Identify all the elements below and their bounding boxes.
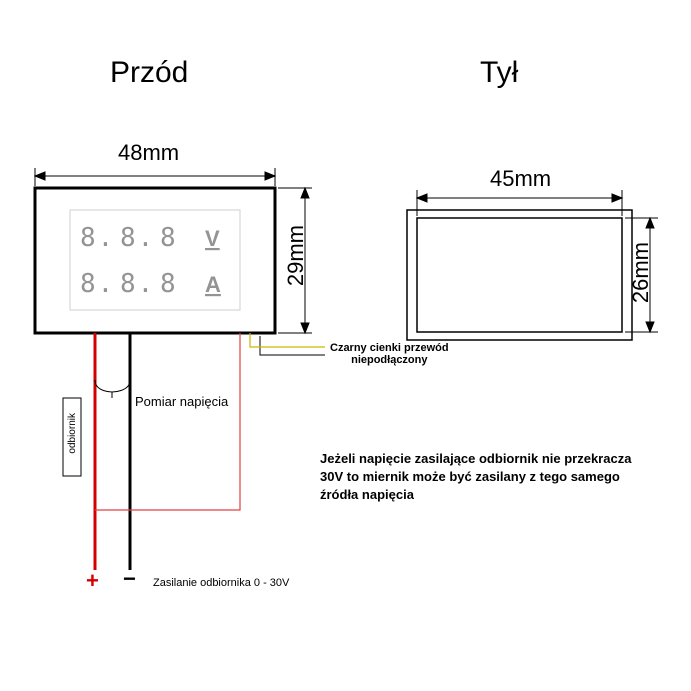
- note-l3: źródła napięcia: [320, 487, 414, 502]
- dim-front-height-label: 29mm: [283, 225, 309, 286]
- display-row-amps: 8. 8. 8 A: [80, 269, 221, 299]
- bracket-voltage-measure: [95, 380, 130, 398]
- label-receiver: odbiornik: [67, 413, 78, 454]
- svg-text:8.: 8.: [80, 223, 115, 253]
- wire-red-thin: [95, 333, 240, 510]
- display-row-volts: 8. 8. 8 V: [80, 223, 220, 253]
- note-l2: 30V to miernik może być zasilany z tego …: [320, 469, 620, 484]
- dim-back-width: [417, 190, 622, 216]
- back-inner: [417, 218, 622, 332]
- svg-text:8: 8: [160, 269, 178, 299]
- unused-wire-l2: niepodłączony: [330, 354, 449, 366]
- svg-text:A: A: [205, 272, 221, 297]
- dim-back-width-label: 45mm: [490, 166, 551, 192]
- dim-back-height-label: 26mm: [628, 242, 654, 303]
- back-outer: [407, 210, 632, 340]
- svg-text:8.: 8.: [120, 269, 155, 299]
- symbol-minus: −: [123, 566, 136, 592]
- dim-front-width: [35, 168, 275, 186]
- wire-yellow: [250, 333, 325, 347]
- symbol-plus: +: [86, 568, 99, 594]
- dim-front-width-label: 48mm: [118, 140, 179, 166]
- svg-text:8.: 8.: [120, 223, 155, 253]
- label-voltage-measure: Pomiar napięcia: [135, 394, 228, 409]
- front-bezel: [35, 188, 275, 333]
- svg-text:8: 8: [160, 223, 178, 253]
- wire-black-thin: [260, 336, 325, 355]
- unused-wire-l1: Czarny cienki przewód: [330, 342, 449, 354]
- label-unused-wire: Czarny cienki przewód niepodłączony: [330, 342, 449, 366]
- title-back: Tył: [480, 56, 518, 90]
- note-text: Jeżeli napięcie zasilające odbiornik nie…: [320, 450, 660, 505]
- label-power-supply: Zasilanie odbiornika 0 - 30V: [153, 577, 289, 589]
- svg-text:8.: 8.: [80, 269, 115, 299]
- svg-text:V: V: [205, 226, 220, 251]
- title-front: Przód: [110, 56, 188, 90]
- note-l1: Jeżeli napięcie zasilające odbiornik nie…: [320, 451, 631, 466]
